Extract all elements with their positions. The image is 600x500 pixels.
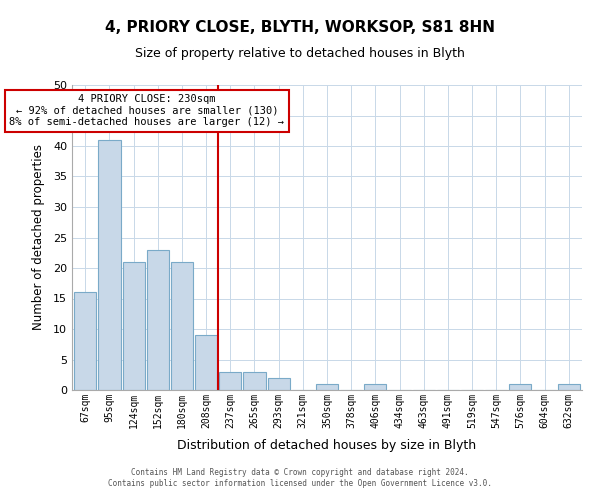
Text: Size of property relative to detached houses in Blyth: Size of property relative to detached ho… — [135, 48, 465, 60]
Text: 4, PRIORY CLOSE, BLYTH, WORKSOP, S81 8HN: 4, PRIORY CLOSE, BLYTH, WORKSOP, S81 8HN — [105, 20, 495, 35]
Bar — [98, 140, 121, 390]
Bar — [74, 292, 97, 390]
Bar — [146, 250, 169, 390]
Bar — [122, 262, 145, 390]
Y-axis label: Number of detached properties: Number of detached properties — [32, 144, 44, 330]
X-axis label: Distribution of detached houses by size in Blyth: Distribution of detached houses by size … — [178, 439, 476, 452]
Bar — [195, 335, 217, 390]
Bar — [244, 372, 266, 390]
Bar — [557, 384, 580, 390]
Text: 4 PRIORY CLOSE: 230sqm
← 92% of detached houses are smaller (130)
8% of semi-det: 4 PRIORY CLOSE: 230sqm ← 92% of detached… — [10, 94, 284, 128]
Bar — [219, 372, 241, 390]
Bar — [509, 384, 532, 390]
Text: Contains HM Land Registry data © Crown copyright and database right 2024.
Contai: Contains HM Land Registry data © Crown c… — [108, 468, 492, 487]
Bar — [316, 384, 338, 390]
Bar — [364, 384, 386, 390]
Bar — [171, 262, 193, 390]
Bar — [268, 378, 290, 390]
